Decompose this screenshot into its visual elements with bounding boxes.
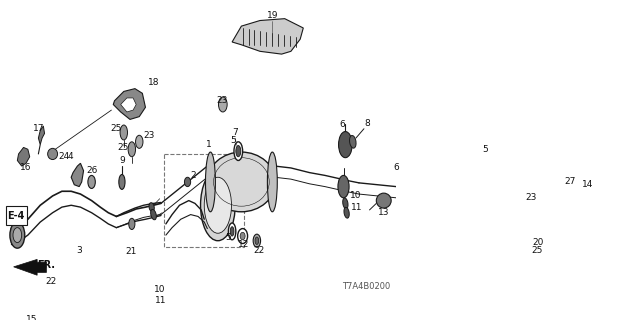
Text: 14: 14 <box>582 180 593 189</box>
Ellipse shape <box>184 177 191 187</box>
Text: 5: 5 <box>230 136 236 145</box>
Ellipse shape <box>218 97 227 112</box>
Text: 20: 20 <box>532 238 544 247</box>
Ellipse shape <box>205 152 216 212</box>
Text: 19: 19 <box>267 12 278 20</box>
Ellipse shape <box>204 177 232 233</box>
Text: 22: 22 <box>45 277 56 286</box>
Ellipse shape <box>255 237 259 244</box>
Ellipse shape <box>149 203 154 212</box>
Text: 23: 23 <box>216 96 227 105</box>
Ellipse shape <box>558 183 562 190</box>
Text: T7A4B0200: T7A4B0200 <box>342 282 390 291</box>
Ellipse shape <box>268 152 277 212</box>
FancyBboxPatch shape <box>6 206 27 225</box>
Ellipse shape <box>591 187 597 215</box>
Text: 16: 16 <box>20 164 32 172</box>
Ellipse shape <box>520 200 525 207</box>
Ellipse shape <box>518 196 528 211</box>
Text: E-4: E-4 <box>8 211 25 220</box>
Polygon shape <box>71 163 84 187</box>
Ellipse shape <box>88 175 95 188</box>
Text: 9: 9 <box>119 156 125 165</box>
Text: 6: 6 <box>339 120 345 129</box>
Ellipse shape <box>376 193 391 208</box>
Ellipse shape <box>234 142 243 160</box>
Ellipse shape <box>240 232 245 240</box>
Ellipse shape <box>128 142 136 157</box>
Text: 6: 6 <box>393 164 399 172</box>
Ellipse shape <box>493 163 505 238</box>
Polygon shape <box>38 126 45 145</box>
Text: 21: 21 <box>125 247 137 256</box>
Polygon shape <box>580 188 593 212</box>
Polygon shape <box>232 19 303 54</box>
Text: 25: 25 <box>117 143 129 152</box>
Polygon shape <box>13 260 47 275</box>
Text: 11: 11 <box>155 296 166 305</box>
Text: 26: 26 <box>86 166 97 175</box>
Text: 18: 18 <box>148 78 159 87</box>
Ellipse shape <box>237 228 248 244</box>
Ellipse shape <box>349 135 356 148</box>
Text: 27: 27 <box>564 177 576 187</box>
Ellipse shape <box>13 228 22 243</box>
Text: 15: 15 <box>26 315 38 320</box>
Text: 2: 2 <box>191 171 196 180</box>
Text: 23: 23 <box>525 193 536 202</box>
Ellipse shape <box>119 174 125 189</box>
Ellipse shape <box>572 163 584 238</box>
Ellipse shape <box>129 218 135 229</box>
Polygon shape <box>17 148 29 166</box>
Polygon shape <box>113 89 145 119</box>
Text: 17: 17 <box>33 124 45 133</box>
Ellipse shape <box>10 222 25 248</box>
Ellipse shape <box>253 234 260 247</box>
Bar <box>164 154 244 247</box>
Text: 1: 1 <box>206 140 212 149</box>
Ellipse shape <box>483 153 488 164</box>
Ellipse shape <box>236 146 241 157</box>
Ellipse shape <box>338 175 349 198</box>
Ellipse shape <box>556 180 564 193</box>
Text: 24: 24 <box>59 152 70 161</box>
Text: 7: 7 <box>232 128 238 137</box>
Ellipse shape <box>200 170 235 241</box>
Ellipse shape <box>207 152 275 212</box>
Ellipse shape <box>339 132 352 158</box>
Text: 22: 22 <box>253 245 264 254</box>
Text: 8: 8 <box>364 119 370 128</box>
Text: FR.: FR. <box>37 260 55 270</box>
Text: 10: 10 <box>349 191 361 200</box>
Text: 10: 10 <box>154 285 165 294</box>
Ellipse shape <box>47 148 58 160</box>
Ellipse shape <box>136 135 143 148</box>
Text: 5: 5 <box>225 233 231 243</box>
Text: 4: 4 <box>67 152 73 161</box>
Text: 25: 25 <box>110 124 122 133</box>
Text: 12: 12 <box>237 240 249 249</box>
Ellipse shape <box>150 209 156 220</box>
Text: 25: 25 <box>532 245 543 254</box>
Ellipse shape <box>481 149 490 168</box>
Text: 13: 13 <box>378 208 390 217</box>
Ellipse shape <box>228 223 236 240</box>
Text: 23: 23 <box>143 131 155 140</box>
Ellipse shape <box>534 235 543 250</box>
Text: 5: 5 <box>482 145 488 154</box>
Ellipse shape <box>343 198 348 209</box>
Polygon shape <box>121 98 136 112</box>
Ellipse shape <box>495 163 582 238</box>
Ellipse shape <box>120 125 127 140</box>
Ellipse shape <box>230 227 234 236</box>
Text: 3: 3 <box>76 245 82 254</box>
Ellipse shape <box>344 207 349 218</box>
Text: 11: 11 <box>351 203 362 212</box>
